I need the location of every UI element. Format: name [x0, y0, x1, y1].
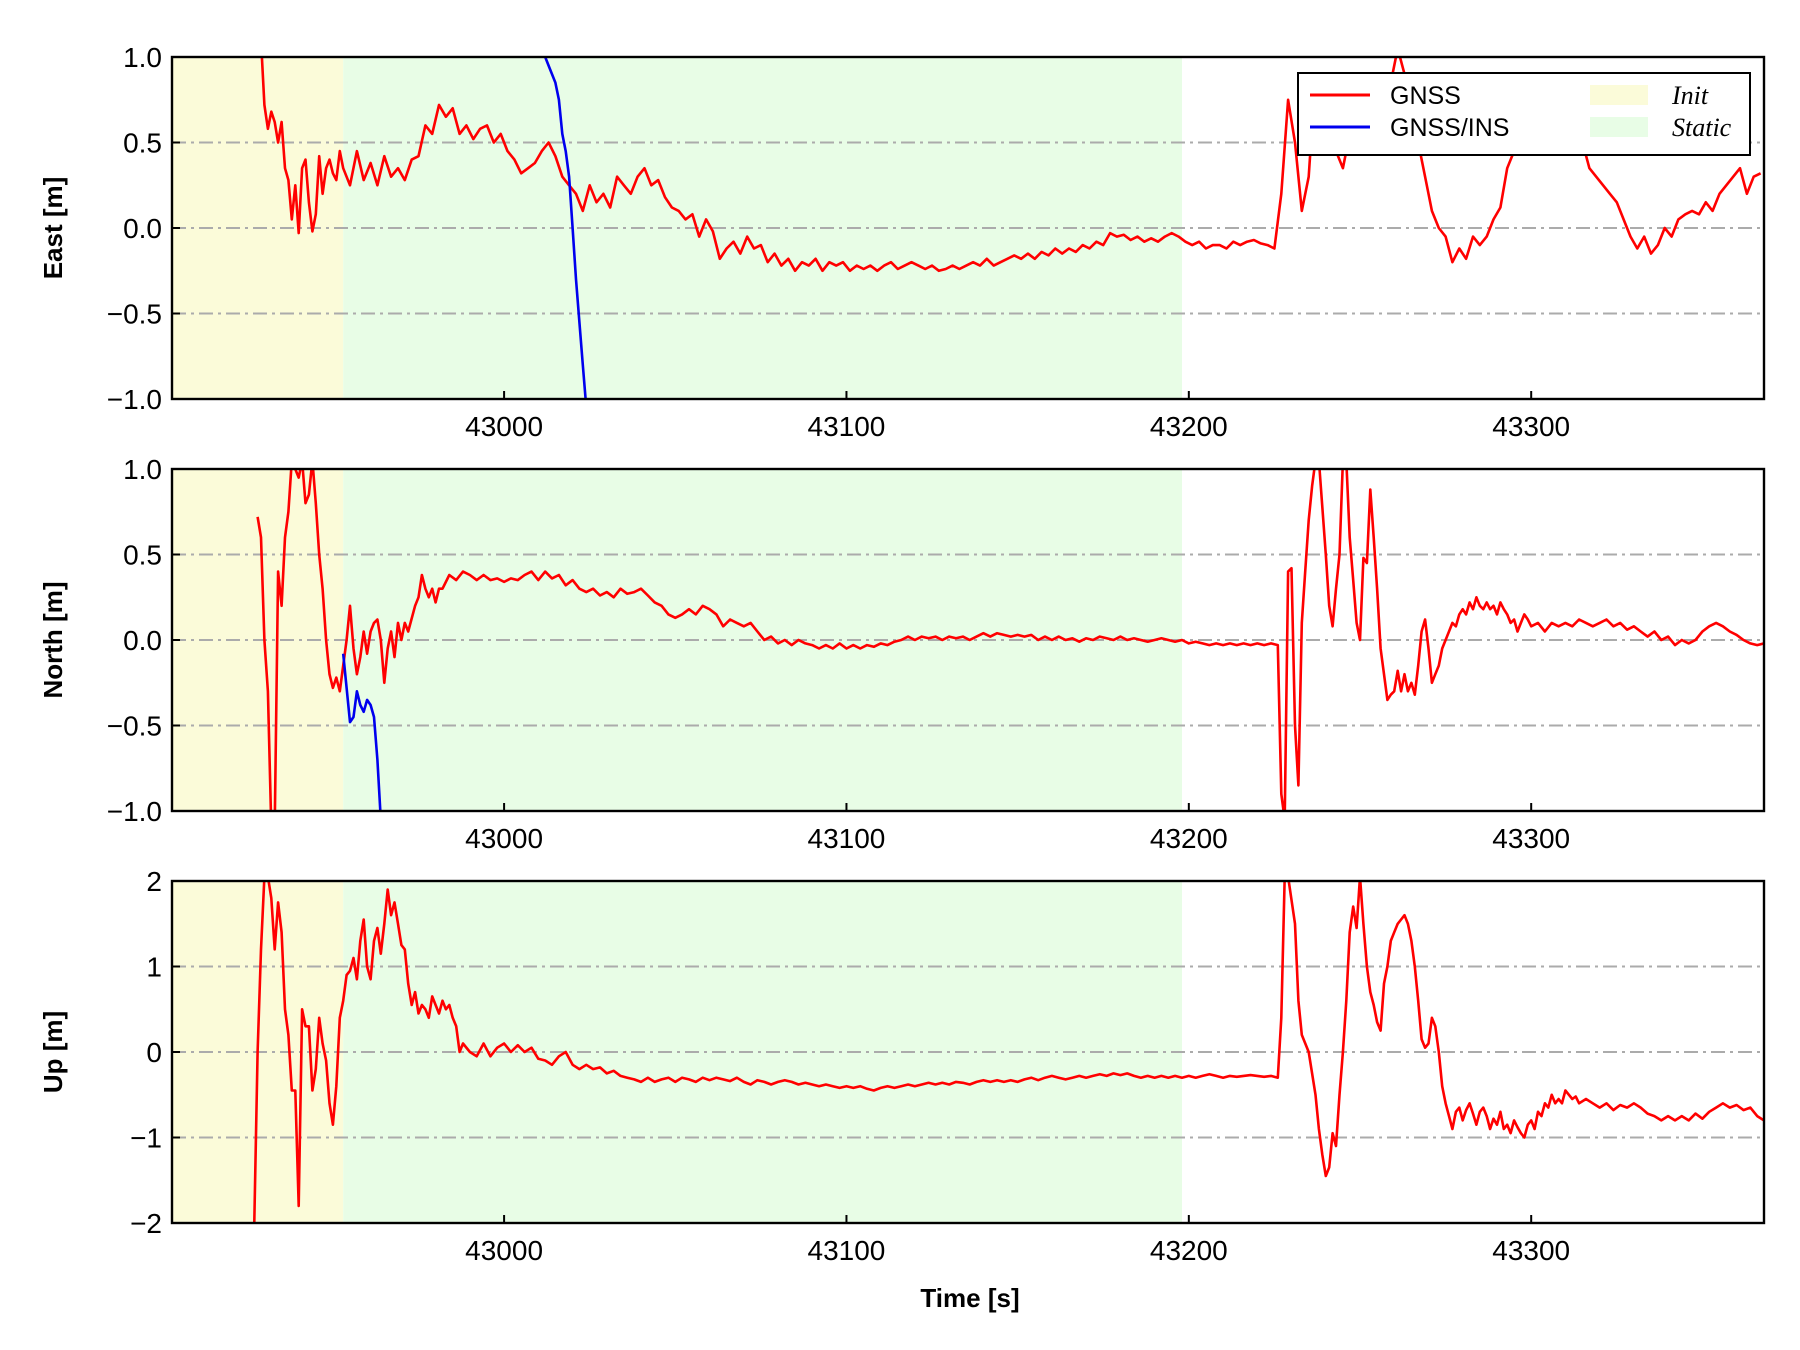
y-axis-label: East [m]: [38, 177, 68, 280]
series-gnss: [252, 881, 1764, 1223]
y-tick-label: 1.0: [123, 42, 162, 73]
x-tick-label: 43100: [808, 823, 886, 854]
series-gnss: [256, 469, 1764, 811]
legend-label: GNSS: [1390, 82, 1461, 110]
y-tick-label: 1.0: [123, 454, 162, 485]
y-tick-label: 0.5: [123, 540, 162, 571]
x-tick-label: 43300: [1492, 823, 1570, 854]
legend-box: [1297, 72, 1751, 156]
y-tick-label: 0.0: [123, 213, 162, 244]
y-tick-label: −0.5: [107, 299, 162, 330]
x-tick-label: 43300: [1492, 1235, 1570, 1266]
x-tick-label: 43200: [1150, 1235, 1228, 1266]
legend: GNSS GNSS/INS Init Static: [1297, 72, 1751, 156]
y-tick-label: 0: [146, 1037, 162, 1068]
y-tick-label: 0.5: [123, 128, 162, 159]
y-tick-label: 2: [146, 866, 162, 897]
up-panel: 2 1 0 −1 −2 43000 43100 43200 43300 Up [m]: [38, 866, 1766, 1266]
y-tick-label: −1: [130, 1123, 162, 1154]
y-tick-label: −1.0: [107, 796, 162, 827]
legend-label: GNSS/INS: [1390, 114, 1509, 142]
series-gnss-ins: [543, 57, 587, 399]
y-axis-label: North [m]: [38, 582, 68, 699]
x-tick-label: 43300: [1492, 411, 1570, 442]
y-tick-label: 1: [146, 952, 162, 983]
y-axis-label: Up [m]: [38, 1011, 68, 1093]
legend-label: Init: [1671, 81, 1709, 110]
series-gnss-ins: [341, 653, 382, 811]
x-tick-label: 43000: [465, 1235, 543, 1266]
x-tick-label: 43000: [465, 823, 543, 854]
series-gnss: [260, 57, 1762, 273]
x-axis-label: Time [s]: [920, 1283, 1019, 1313]
y-tick-label: 0.0: [123, 625, 162, 656]
y-tick-label: −1.0: [107, 384, 162, 415]
legend-patch-swatch: [1590, 85, 1648, 105]
legend-label: Static: [1672, 113, 1732, 142]
x-tick-label: 43100: [808, 1235, 886, 1266]
legend-patch-swatch: [1590, 117, 1648, 137]
north-panel: 1.0 0.5 0.0 −0.5 −1.0 43000 43100 43200 43300 Nor…: [38, 454, 1766, 854]
x-tick-label: 43100: [808, 411, 886, 442]
x-tick-label: 43200: [1150, 823, 1228, 854]
east-panel: 1.0 0.5 0.0 −0.5 −1.0 43000 43100 43200 43300 Eas…: [38, 42, 1766, 442]
x-tick-label: 43000: [465, 411, 543, 442]
y-tick-label: −2: [130, 1208, 162, 1239]
y-tick-label: −0.5: [107, 711, 162, 742]
x-tick-label: 43200: [1150, 411, 1228, 442]
